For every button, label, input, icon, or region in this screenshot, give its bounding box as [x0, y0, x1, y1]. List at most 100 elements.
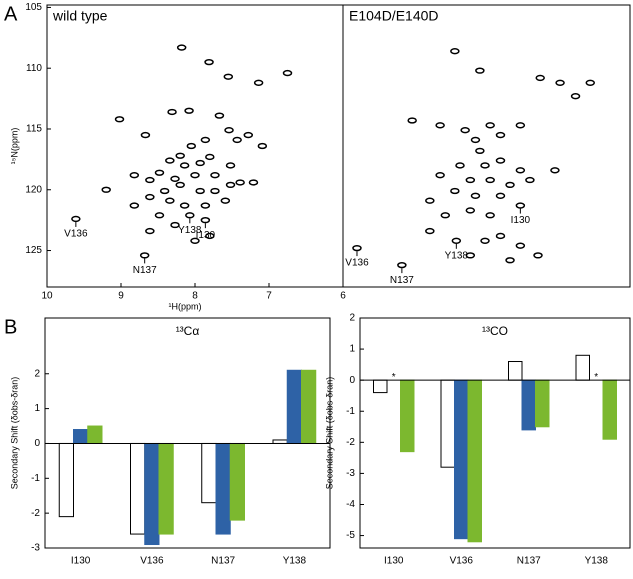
peak — [515, 122, 526, 129]
peak — [159, 187, 170, 195]
y-tick-label: 1 — [349, 344, 355, 355]
peak — [139, 252, 150, 259]
x-axis-label: ¹H(ppm) — [169, 301, 202, 311]
peak — [435, 122, 445, 129]
peak — [282, 69, 293, 77]
peak — [204, 58, 214, 66]
peak — [570, 93, 581, 100]
peak — [114, 116, 125, 123]
x-tick-label: I130 — [384, 556, 404, 567]
peak — [465, 176, 476, 184]
peak — [185, 212, 195, 219]
bar — [229, 442, 245, 521]
bar — [373, 379, 388, 394]
peak — [179, 162, 190, 169]
peak — [550, 167, 560, 174]
bar — [467, 379, 482, 543]
y-tick-label: -3 — [31, 543, 40, 554]
peak — [145, 227, 155, 235]
peak — [129, 172, 140, 179]
peak — [232, 136, 242, 144]
annotation: V136 — [345, 258, 369, 269]
peak — [525, 176, 535, 184]
peak — [190, 237, 200, 244]
y-tick-label: 105 — [25, 2, 42, 13]
peak — [555, 79, 565, 86]
y-tick-label: 2 — [349, 313, 355, 324]
peak — [505, 257, 515, 264]
peak — [495, 131, 506, 139]
peak — [225, 181, 236, 189]
peak — [535, 74, 545, 82]
x-tick-label: V136 — [450, 556, 474, 567]
peak — [186, 142, 197, 150]
peak — [200, 202, 211, 209]
peak — [515, 242, 526, 249]
bar — [286, 369, 302, 444]
annotation: Y138 — [445, 250, 469, 261]
peak — [515, 167, 526, 174]
y-tick-label: -1 — [31, 473, 40, 484]
peak — [71, 215, 81, 223]
bar — [73, 429, 89, 444]
bar — [301, 369, 317, 444]
plot-frame — [359, 317, 631, 549]
peak — [485, 176, 495, 184]
peak — [205, 232, 215, 240]
peak — [425, 227, 435, 235]
peak — [220, 197, 231, 204]
y-axis-label: Secondary Shift (δobs-δran) — [9, 377, 19, 490]
peak — [179, 202, 190, 209]
peak — [485, 122, 495, 129]
peak — [248, 179, 259, 186]
plot-frame — [44, 317, 331, 549]
bar — [508, 361, 523, 381]
chart-title: wild type — [52, 8, 108, 24]
peak — [145, 193, 155, 201]
bar — [575, 354, 590, 381]
peak — [154, 169, 165, 176]
bar — [58, 442, 74, 518]
annotation: Y138 — [178, 225, 202, 236]
y-tick-label: -2 — [31, 508, 40, 519]
peak — [460, 127, 470, 134]
peak — [176, 44, 187, 51]
annotation: * — [594, 372, 598, 383]
bar — [201, 442, 217, 504]
peak — [440, 212, 451, 219]
peak — [495, 192, 506, 199]
peak — [205, 153, 215, 161]
x-tick-label: 9 — [118, 291, 124, 302]
peak — [167, 108, 177, 116]
peak — [480, 237, 490, 244]
peak — [475, 67, 485, 74]
panel-letter: B — [4, 316, 17, 338]
y-tick-label: 1 — [34, 403, 40, 414]
x-tick-label: V136 — [140, 556, 164, 567]
peak — [465, 252, 476, 259]
peak — [451, 237, 462, 244]
peak — [223, 73, 234, 80]
peak — [253, 79, 264, 86]
peak — [407, 117, 417, 124]
y-tick-label: 0 — [349, 375, 355, 386]
x-tick-label: 8 — [192, 291, 198, 302]
bar — [272, 439, 288, 444]
x-tick-label: N137 — [211, 556, 235, 567]
peak — [257, 142, 268, 150]
peak — [505, 181, 515, 189]
peak — [195, 159, 205, 167]
y-tick-label: 0 — [34, 438, 40, 449]
peak — [165, 197, 175, 204]
y-tick-label: -4 — [346, 499, 355, 510]
y-tick-label: -3 — [346, 468, 355, 479]
peak — [435, 172, 445, 179]
peak — [425, 197, 435, 204]
y-tick-label: 110 — [26, 63, 42, 74]
peak — [195, 187, 205, 195]
bar — [535, 379, 550, 428]
peak — [352, 244, 362, 252]
peak — [455, 162, 465, 169]
peak — [175, 181, 185, 189]
